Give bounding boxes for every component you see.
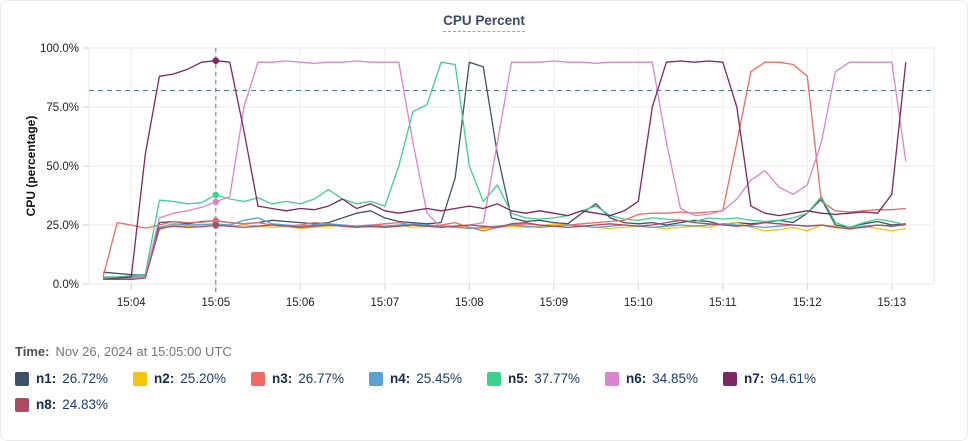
legend-series-value: 26.77% bbox=[298, 371, 345, 386]
legend-item-n8[interactable]: n8: 24.83% bbox=[15, 397, 133, 412]
chart-title: CPU Percent bbox=[1, 12, 967, 32]
x-tick-label: 15:06 bbox=[286, 297, 315, 309]
legend-item-n7[interactable]: n7: 94.61% bbox=[723, 371, 841, 386]
series-n6[interactable] bbox=[103, 60, 907, 280]
legend-series-label: n1: bbox=[36, 371, 57, 386]
legend-swatch-n5 bbox=[487, 371, 501, 386]
series-n3[interactable] bbox=[102, 61, 906, 278]
cursor-time-row: Time: Nov 26, 2024 at 15:05:00 UTC bbox=[15, 344, 232, 359]
legend-series-label: n3: bbox=[272, 371, 293, 386]
y-tick-label: 0.0% bbox=[53, 279, 79, 291]
legend-series-label: n5: bbox=[508, 371, 529, 386]
legend-series-value: 34.85% bbox=[652, 371, 699, 386]
legend-swatch-n1 bbox=[15, 371, 29, 386]
x-tick-label: 15:09 bbox=[539, 297, 568, 309]
y-tick-label: 25.0% bbox=[46, 220, 79, 232]
legend-series-label: n7: bbox=[744, 371, 765, 386]
x-tick-label: 15:07 bbox=[370, 297, 399, 309]
legend-item-n5[interactable]: n5: 37.77% bbox=[487, 371, 605, 386]
x-tick-label: 15:13 bbox=[877, 297, 906, 309]
legend-swatch-n2 bbox=[133, 371, 147, 386]
legend-series-value: 26.72% bbox=[62, 371, 109, 386]
legend-item-n3[interactable]: n3: 26.77% bbox=[251, 371, 369, 386]
x-tick-label: 15:05 bbox=[201, 297, 230, 309]
time-value: Nov 26, 2024 at 15:05:00 UTC bbox=[55, 344, 232, 359]
legend-series-value: 24.83% bbox=[62, 397, 109, 412]
cursor-dot-n8 bbox=[212, 222, 220, 229]
legend-series-label: n6: bbox=[626, 371, 647, 386]
legend-series-label: n8: bbox=[36, 397, 57, 412]
legend-series-label: n4: bbox=[390, 371, 411, 386]
legend-swatch-n6 bbox=[605, 371, 619, 386]
series-n2[interactable] bbox=[103, 221, 906, 280]
y-tick-label: 75.0% bbox=[46, 102, 79, 114]
legend-series-label: n2: bbox=[154, 371, 175, 386]
series-n1[interactable] bbox=[103, 61, 906, 276]
cursor-dot-n6 bbox=[212, 198, 220, 206]
series-n8[interactable] bbox=[103, 219, 906, 280]
series-n7[interactable] bbox=[103, 60, 907, 280]
cursor-dot-n5 bbox=[212, 191, 220, 199]
legend-series-value: 94.61% bbox=[770, 371, 817, 386]
legend-series-value: 25.20% bbox=[180, 371, 227, 386]
legend-swatch-n4 bbox=[369, 371, 383, 386]
x-tick-label: 15:12 bbox=[793, 297, 822, 309]
x-tick-label: 15:08 bbox=[455, 297, 484, 309]
x-tick-label: 15:04 bbox=[117, 297, 146, 309]
chart-title-text[interactable]: CPU Percent bbox=[443, 13, 525, 32]
legend-item-n6[interactable]: n6: 34.85% bbox=[605, 371, 723, 386]
legend-swatch-n7 bbox=[723, 371, 737, 386]
y-tick-label: 50.0% bbox=[46, 161, 79, 173]
time-label: Time: bbox=[15, 344, 50, 359]
cursor-dot-n7 bbox=[212, 57, 220, 64]
series-n5[interactable] bbox=[103, 61, 906, 278]
y-tick-label: 100.0% bbox=[40, 43, 79, 55]
x-tick-label: 15:10 bbox=[624, 297, 653, 309]
cpu-chart[interactable]: 100.0% 75.0% 50.0% 25.0% 0.0% 15:04 15:05 15:06… bbox=[1, 1, 967, 319]
legend-series-value: 37.77% bbox=[534, 371, 581, 386]
legend-series-value: 25.45% bbox=[416, 371, 463, 386]
legend: n1: 26.72% n2: 25.20% n3: 26.77% n4: 25.45% n5: 3… bbox=[15, 371, 855, 412]
legend-item-n2[interactable]: n2: 25.20% bbox=[133, 371, 251, 386]
x-tick-label: 15:11 bbox=[709, 297, 737, 309]
legend-swatch-n3 bbox=[251, 371, 265, 386]
legend-item-n1[interactable]: n1: 26.72% bbox=[15, 371, 133, 386]
legend-item-n4[interactable]: n4: 25.45% bbox=[369, 371, 487, 386]
legend-swatch-n8 bbox=[15, 397, 29, 412]
